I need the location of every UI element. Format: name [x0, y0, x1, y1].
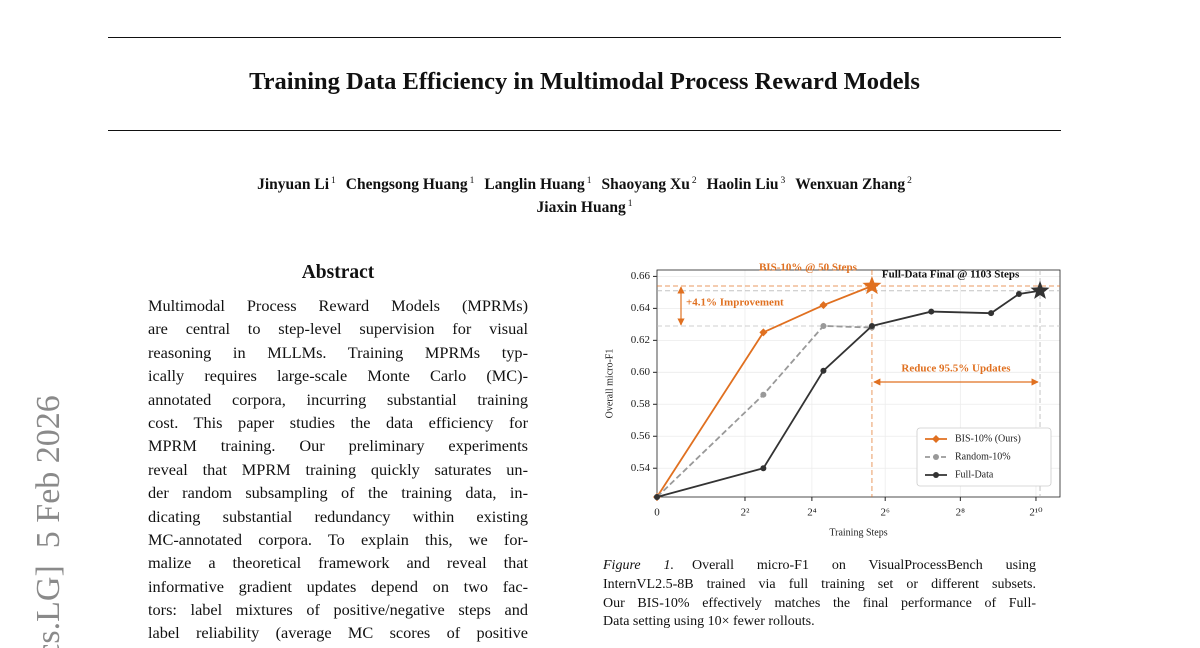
data-point-star	[1030, 280, 1050, 299]
author-affiliation: 2	[691, 176, 697, 186]
data-point	[760, 391, 767, 398]
data-point	[928, 308, 935, 315]
author: Langlin Huang 1	[484, 176, 591, 193]
data-point	[1015, 290, 1022, 297]
caption-label: Figure 1.	[603, 558, 674, 573]
data-point	[759, 328, 768, 337]
caption-line: Our BIS-10% effectively matches the fina…	[603, 595, 1036, 614]
abstract-line: Multimodal Process Reward Models (MPRMs)	[148, 296, 528, 315]
abstract-line: MC-annotated corpora. To explain this, w…	[148, 529, 528, 549]
figure-caption: Figure 1. Overall micro-F1 on VisualProce…	[603, 557, 1036, 632]
caption-text: Overall micro-F1 on VisualProcessBench u…	[691, 558, 1036, 573]
author-affiliation: 3	[780, 176, 786, 186]
author-affiliation: 1	[586, 176, 592, 186]
data-point	[820, 322, 827, 329]
y-tick-label: 0.62	[631, 334, 650, 346]
data-point	[868, 322, 875, 329]
author: Jinyuan Li 1	[257, 176, 336, 193]
figure-chart: 0.54 0.56 0.58 0.60 0.62 0.64 0.66 0 2² 2⁴ 2⁶ 2⁸ 2¹⁰…	[604, 262, 1061, 538]
y-axis-label: Overall micro-F1	[604, 349, 615, 419]
legend-label: BIS-10% (Ours)	[955, 433, 1021, 444]
y-tick-label: 0.64	[631, 302, 651, 314]
series-line	[656, 289, 1041, 498]
annotation: Reduce 95.5% Updates	[901, 363, 1011, 375]
legend-marker	[932, 435, 940, 443]
author-affiliation: 2	[907, 176, 912, 186]
abstract-line: malize a theoretical framework and revea…	[148, 553, 528, 573]
x-axis-label: Training Steps	[829, 527, 887, 538]
author-name: Shaoyang Xu	[601, 176, 690, 194]
author-affiliation: 1	[627, 199, 633, 209]
plot-frame	[656, 269, 1061, 498]
data-point	[988, 310, 995, 317]
author-name: Chengsong Huang	[345, 176, 468, 194]
abstract-line: reasoning in MLLMs. Training MPRMs typ-	[148, 342, 528, 362]
caption-line: Data setting using 10× fewer rollouts.	[603, 613, 1036, 632]
x-tick-label: 2²	[741, 507, 751, 519]
top-rule	[108, 37, 1061, 38]
caption-line: Figure 1. Overall micro-F1 on VisualProce…	[603, 557, 1036, 576]
abstract-line: reveal that MPRM training quickly satura…	[148, 459, 528, 479]
author: Haolin Liu 3	[707, 176, 786, 193]
x-tick-label: 2¹⁰	[1029, 507, 1043, 519]
y-tick-label: 0.60	[631, 366, 651, 378]
author-affiliation: 1	[469, 176, 475, 186]
caption-line: InternVL2.5-8B trained via full training…	[603, 576, 1036, 595]
author-name: Haolin Liu	[706, 176, 779, 194]
author-affiliation: 1	[331, 176, 336, 186]
abstract-line: label reliability (average MC scores of …	[148, 623, 528, 643]
legend-label: Random-10%	[955, 451, 1011, 462]
legend-marker	[933, 454, 939, 460]
y-tick-label: 0.58	[631, 398, 651, 410]
abstract-line: ically requires large-scale Monte Carlo …	[148, 366, 528, 386]
data-point	[654, 494, 660, 500]
abstract-line: informative gradient updates depend on t…	[148, 576, 528, 596]
legend-label: Full-Data	[955, 469, 994, 480]
caption-text: Our BIS-10% effectively matches the fina…	[603, 595, 1036, 611]
x-tick-label: 2⁸	[956, 507, 966, 519]
author: Jiaxin Huang 1	[537, 199, 633, 216]
annotation: Full-Data Final @ 1103 Steps	[882, 269, 1020, 281]
data-point	[819, 301, 828, 310]
author: Wenxuan Zhang 2	[795, 176, 912, 193]
title-rule	[108, 130, 1061, 131]
paper-title: Training Data Efficiency in Multimodal P…	[249, 68, 920, 95]
abstract-line: annotated corpora, incurring substantial…	[148, 389, 528, 409]
x-tick-label: 2⁶	[881, 507, 891, 519]
abstract-heading: Abstract	[301, 262, 375, 283]
abstract-line: cost. This paper studies the data effici…	[148, 412, 528, 432]
abstract-line: dicating substantial redundancy within e…	[148, 506, 528, 526]
x-tick-label: 2⁴	[807, 507, 817, 519]
caption-text: InternVL2.5-8B trained via full training…	[603, 576, 1036, 592]
data-point	[760, 465, 767, 472]
author-line: Jiaxin Huang 1	[108, 199, 1061, 217]
author-name: Wenxuan Zhang	[795, 176, 906, 194]
y-tick-label: 0.66	[631, 270, 651, 282]
x-tick-label: 0	[654, 507, 660, 519]
author-name: Langlin Huang	[484, 176, 585, 194]
author: Chengsong Huang 1	[346, 176, 475, 193]
arxiv-stamp: [cs.LG] 5 Feb 2026	[30, 395, 67, 648]
y-tick-label: 0.56	[631, 430, 651, 442]
data-point-star	[862, 275, 882, 295]
abstract-line: are central to step-level supervision fo…	[148, 319, 528, 339]
author-name: Jinyuan Li	[257, 176, 330, 194]
abstract-line: tors: label mixtures of positive/negativ…	[148, 600, 528, 620]
abstract-line: MPRM training. Our preliminary experimen…	[148, 436, 528, 456]
legend-box	[916, 427, 1052, 487]
author: Shaoyang Xu 2	[602, 176, 697, 193]
data-point	[820, 367, 827, 374]
annotation: BIS-10% @ 50 Steps	[759, 262, 858, 274]
y-tick-label: 0.54	[631, 462, 651, 474]
abstract-body: Multimodal Process Reward Models (MPRMs)…	[148, 294, 528, 645]
series-line	[656, 285, 873, 498]
series-line	[656, 325, 872, 498]
author-name: Jiaxin Huang	[536, 199, 626, 217]
author-line: Jinyuan Li 1 Chengsong Huang 1 Langlin Huang…	[108, 176, 1061, 194]
annotation: +4.1% Improvement	[686, 297, 784, 309]
abstract-line: der random subsampling of the training d…	[148, 483, 528, 503]
caption-text: Data setting using 10× fewer rollouts.	[603, 614, 815, 630]
legend-marker	[933, 472, 939, 478]
